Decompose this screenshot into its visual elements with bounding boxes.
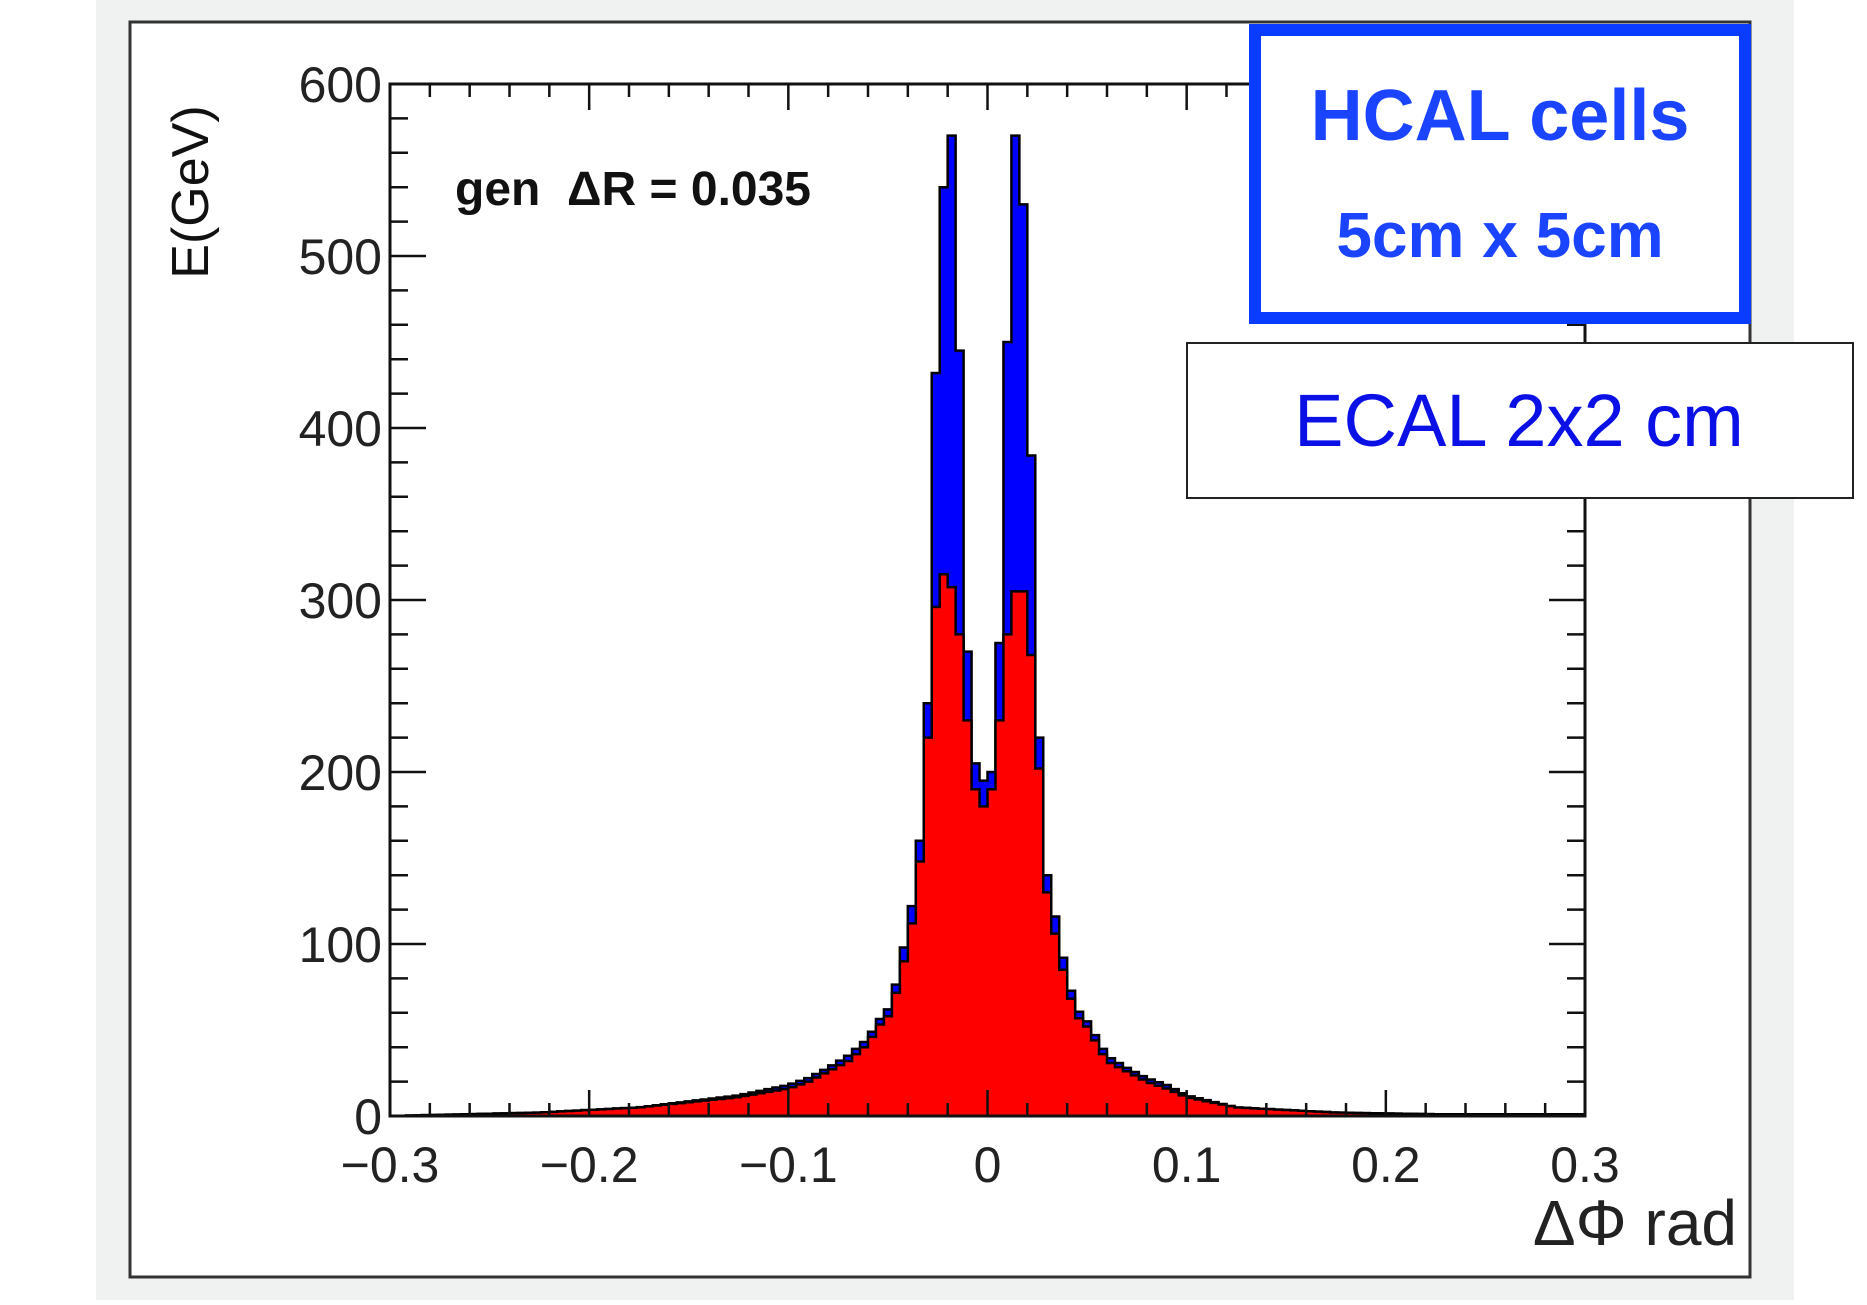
- x-tick-label: −0.2: [540, 1137, 639, 1193]
- y-tick-label: 500: [299, 229, 382, 285]
- x-tick-label: 0: [974, 1137, 1002, 1193]
- y-tick-label: 200: [299, 745, 382, 801]
- x-tick-label: −0.1: [739, 1137, 838, 1193]
- x-tick-label: 0.1: [1152, 1137, 1222, 1193]
- plot-area: [388, 134, 1587, 1118]
- histogram-ecal: [388, 572, 1587, 1118]
- ecal-label: ECAL 2x2 cm: [1294, 379, 1744, 462]
- x-tick-label: 0.2: [1351, 1137, 1421, 1193]
- y-tick-label: 600: [299, 57, 382, 113]
- x-axis-title: ΔΦ rad: [1533, 1187, 1737, 1259]
- y-tick-label: 0: [354, 1089, 382, 1145]
- ecal-label-box: [1186, 342, 1854, 499]
- hcal-label-line1: HCAL cells: [1311, 76, 1690, 156]
- gen-delta-r-annotation: gen ΔR = 0.035: [455, 163, 811, 216]
- x-tick-label: 0.3: [1550, 1137, 1620, 1193]
- hcal-label-box: [1249, 24, 1751, 324]
- axes: −0.3 −0.2 −0.1 0 0.1 0.2 0.3 0 100 200 300 400 500 60…: [299, 57, 1620, 1193]
- hcal-label-line2: 5cm x 5cm: [1336, 199, 1663, 271]
- y-tick-label: 400: [299, 401, 382, 457]
- y-tick-label: 300: [299, 573, 382, 629]
- y-tick-label: 100: [299, 917, 382, 973]
- y-axis-title: E(GeV): [162, 105, 220, 278]
- x-tick-label: −0.3: [341, 1137, 440, 1193]
